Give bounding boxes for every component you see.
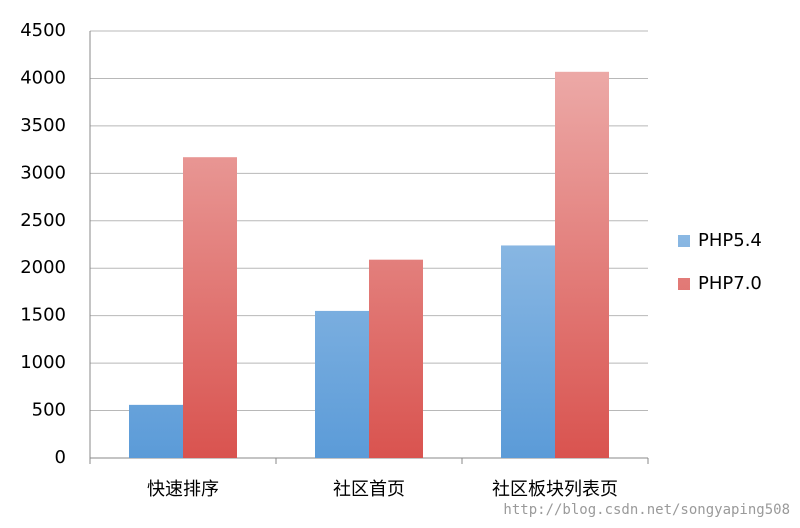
watermark: http://blog.csdn.net/songyaping508 <box>503 502 790 518</box>
x-tick-label: 社区板块列表页 <box>492 479 618 500</box>
y-tick-label: 4000 <box>20 67 66 88</box>
legend-label: PHP7.0 <box>698 273 762 294</box>
y-tick-label: 3000 <box>20 162 66 183</box>
y-tick-label: 1000 <box>20 352 66 373</box>
bar <box>183 157 237 459</box>
y-tick-label: 2000 <box>20 257 66 278</box>
y-tick-label: 4500 <box>20 20 66 41</box>
y-tick-label: 0 <box>55 447 66 468</box>
bar <box>501 245 555 458</box>
y-tick-label: 500 <box>32 400 66 421</box>
legend-label: PHP5.4 <box>698 230 762 251</box>
bar <box>555 71 609 459</box>
y-tick-label: 1500 <box>20 305 66 326</box>
y-tick-label: 2500 <box>20 210 66 231</box>
legend-swatch <box>678 278 690 290</box>
y-tick-label: 3500 <box>20 115 66 136</box>
bar <box>315 310 369 458</box>
x-tick-label: 社区首页 <box>333 479 405 500</box>
bar <box>129 404 183 458</box>
bar <box>369 259 423 458</box>
legend-swatch <box>678 235 690 247</box>
x-tick-label: 快速排序 <box>147 479 219 500</box>
